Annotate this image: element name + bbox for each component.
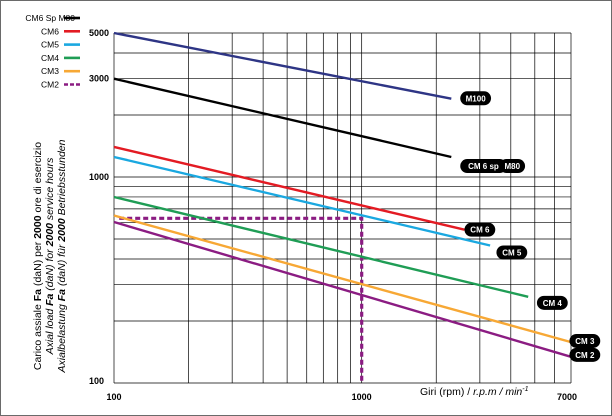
series-tag: M80 <box>499 159 526 174</box>
series-tag-text: M100 <box>466 94 487 103</box>
series-tag-text: CM 5 <box>502 249 522 258</box>
x-tick-label: 100 <box>106 392 121 402</box>
series-lines <box>113 31 572 358</box>
series-line <box>113 31 452 100</box>
legend-entry: CM5 <box>41 40 80 50</box>
legend-label: CM2 <box>41 80 59 90</box>
series-line <box>113 145 465 231</box>
series-line <box>113 155 491 247</box>
legend-label: CM4 <box>41 53 59 63</box>
series-line <box>113 195 529 298</box>
legend-entry: CM6 Sp M80 <box>25 13 80 23</box>
series-tag: CM 5 <box>496 245 528 260</box>
reference-lines <box>119 216 364 383</box>
series-tag-pill <box>460 159 507 174</box>
series-tag-text: M80 <box>504 162 520 171</box>
series-tag: CM 6 sp <box>460 159 507 174</box>
series-tag-pill <box>464 222 496 237</box>
x-axis-label: Giri (rpm) / r.p.m / min-1 <box>420 386 529 398</box>
series-tag: CM 3 <box>569 333 601 348</box>
y-tick-label: 1000 <box>89 172 109 182</box>
series-tag-pill <box>460 91 492 106</box>
x-tick-label: 1000 <box>352 392 372 402</box>
series-tag-pill <box>536 295 568 310</box>
x-tick-label: 7000 <box>557 392 577 402</box>
legend-entry: CM6 <box>41 26 80 36</box>
y-tick-label: 5000 <box>89 28 109 38</box>
legend-entry: CM2 <box>41 80 80 90</box>
y-tick-label: 3000 <box>89 74 109 84</box>
series-tag-pill <box>569 347 601 362</box>
series-tag: CM 4 <box>536 295 568 310</box>
grid <box>113 32 572 384</box>
legend-label: CM5 <box>41 40 59 50</box>
series-tag: CM 2 <box>569 347 601 362</box>
legend-label: CM3 <box>41 66 59 76</box>
series-tag-pill <box>569 333 601 348</box>
series-line <box>113 77 452 159</box>
legend-label: CM6 <box>41 26 59 36</box>
legend-entry: CM3 <box>41 66 80 76</box>
y-tick-label: 100 <box>89 376 104 386</box>
series-tag: CM 6 <box>464 222 496 237</box>
series-tag-pill <box>496 245 528 260</box>
series-tag-text: CM 2 <box>575 351 595 360</box>
series-line <box>113 214 572 344</box>
reference-line <box>119 216 364 383</box>
series-tag-text: CM 3 <box>575 337 595 346</box>
series-tag-pill <box>499 159 526 174</box>
y-axis-label: Carico assiale Fa (daN) per 2000 ore di … <box>32 139 68 373</box>
legend-label: CM6 Sp M80 <box>25 13 75 23</box>
series-tag: M100 <box>460 91 492 106</box>
legend: CM6 Sp M80 CM6 CM5 CM4 CM3 CM2 <box>25 13 80 90</box>
series-tag-text: CM 6 sp <box>468 162 499 171</box>
series-tags: M100 CM 6 sp M80 CM 6 CM 5 CM 4 CM 3 CM 2 <box>460 91 601 362</box>
series-tag-text: CM 6 <box>470 226 490 235</box>
legend-entry: CM4 <box>41 53 80 63</box>
series-tag-text: CM 4 <box>543 299 563 308</box>
series-line <box>113 220 572 358</box>
